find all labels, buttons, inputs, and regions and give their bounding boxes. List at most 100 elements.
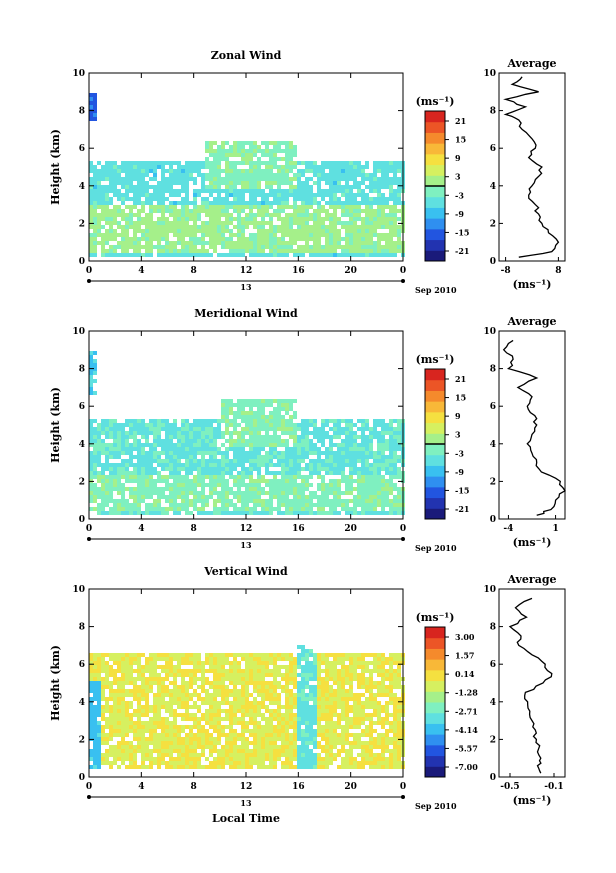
heatmap-cell xyxy=(189,455,193,459)
heatmap-cell xyxy=(325,225,329,229)
heatmap-cell xyxy=(145,459,149,463)
heatmap-cell xyxy=(137,661,141,665)
heatmap-cell xyxy=(269,693,273,697)
heatmap-cell xyxy=(165,653,169,657)
heatmap-cell xyxy=(177,665,181,669)
heatmap-cell xyxy=(165,507,169,511)
heatmap-cell xyxy=(385,483,389,487)
heatmap-cell xyxy=(329,161,333,165)
heatmap-cell xyxy=(217,741,221,745)
heatmap-cell xyxy=(333,161,337,165)
heatmap-cell xyxy=(173,181,177,185)
heatmap-cell xyxy=(273,435,277,439)
heatmap-cell xyxy=(329,435,333,439)
heatmap-cell xyxy=(173,709,177,713)
heatmap-cell xyxy=(217,729,221,733)
heatmap-cell xyxy=(189,483,193,487)
heatmap-cell xyxy=(277,753,281,757)
heatmap-cell xyxy=(225,491,229,495)
heatmap-cell xyxy=(349,201,353,205)
heatmap-cell xyxy=(161,475,165,479)
heatmap-cell xyxy=(153,713,157,717)
heatmap-cell xyxy=(249,753,253,757)
heatmap-cell xyxy=(225,737,229,741)
heatmap-cell xyxy=(173,689,177,693)
heatmap-cell xyxy=(93,653,97,657)
heatmap-cell xyxy=(377,435,381,439)
heatmap-cell xyxy=(97,479,101,483)
profile-y-tick-label: 6 xyxy=(490,144,496,154)
heatmap-cell xyxy=(229,475,233,479)
heatmap-cell xyxy=(269,725,273,729)
heatmap-cell xyxy=(293,217,297,221)
heatmap-cell xyxy=(133,721,137,725)
heatmap-cell xyxy=(241,717,245,721)
heatmap-cell xyxy=(309,245,313,249)
heatmap-cell xyxy=(285,507,289,511)
heatmap-cell xyxy=(317,511,321,515)
heatmap-cell xyxy=(89,209,93,213)
heatmap-cell xyxy=(377,233,381,237)
heatmap-cell xyxy=(241,427,245,431)
heatmap-cell xyxy=(265,733,269,737)
heatmap-cell xyxy=(137,201,141,205)
heatmap-cell xyxy=(273,737,277,741)
heatmap-cell xyxy=(181,177,185,181)
heatmap-cells xyxy=(89,93,405,257)
heatmap-cell xyxy=(125,499,129,503)
heatmap-cell xyxy=(165,245,169,249)
heatmap-cell xyxy=(173,447,177,451)
heatmap-cell xyxy=(305,439,309,443)
heatmap-cell xyxy=(145,657,149,661)
heatmap-cell xyxy=(385,459,389,463)
heatmap-cell xyxy=(273,697,277,701)
heatmap-cell xyxy=(177,177,181,181)
heatmap-cell xyxy=(109,753,113,757)
heatmap-cell xyxy=(97,765,101,769)
heatmap-cell xyxy=(269,459,273,463)
heatmap-cell xyxy=(221,471,225,475)
heatmap-cell xyxy=(257,483,261,487)
heatmap-cell xyxy=(237,475,241,479)
heatmap-cell xyxy=(281,419,285,423)
heatmap-cell xyxy=(269,141,273,145)
heatmap-cell xyxy=(181,439,185,443)
heatmap-cell xyxy=(229,653,233,657)
heatmap-cell xyxy=(281,487,285,491)
heatmap-cell xyxy=(193,225,197,229)
heatmap-cell xyxy=(145,745,149,749)
heatmap-cell xyxy=(245,653,249,657)
heatmap-cell xyxy=(237,403,241,407)
heatmap-cell xyxy=(245,677,249,681)
heatmap-cell xyxy=(233,705,237,709)
heatmap-cell xyxy=(261,149,265,153)
heatmap-cell xyxy=(277,229,281,233)
heatmap-cell xyxy=(141,753,145,757)
heatmap-cell xyxy=(213,157,217,161)
heatmap-cell xyxy=(265,745,269,749)
profile-x-tick-label: 8 xyxy=(555,266,561,276)
heatmap-cell xyxy=(305,193,309,197)
heatmap-cell xyxy=(253,165,257,169)
heatmap-cell xyxy=(277,189,281,193)
heatmap-cell xyxy=(377,495,381,499)
heatmap-cell xyxy=(309,495,313,499)
heatmap-cell xyxy=(201,229,205,233)
heatmap-cell xyxy=(117,471,121,475)
heatmap-cell xyxy=(97,721,101,725)
heatmap-cell xyxy=(201,669,205,673)
heatmap-cell xyxy=(289,189,293,193)
heatmap-cell xyxy=(205,463,209,467)
heatmap-cell xyxy=(257,491,261,495)
heatmap-cell xyxy=(97,657,101,661)
heatmap-cell xyxy=(289,145,293,149)
heatmap-cell xyxy=(225,455,229,459)
heatmap-cell xyxy=(297,693,301,697)
heatmap-cell xyxy=(293,431,297,435)
heatmap-cell xyxy=(221,229,225,233)
heatmap-cell xyxy=(169,661,173,665)
heatmap-cell xyxy=(225,161,229,165)
heatmap-cell xyxy=(121,447,125,451)
heatmap-cell xyxy=(369,463,373,467)
